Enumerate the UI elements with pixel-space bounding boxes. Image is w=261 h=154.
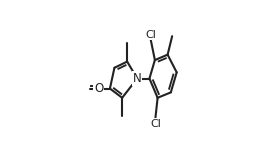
Text: N: N [133, 72, 141, 85]
Text: O: O [94, 82, 103, 95]
Text: Cl: Cl [150, 119, 161, 129]
Text: Cl: Cl [145, 30, 156, 40]
